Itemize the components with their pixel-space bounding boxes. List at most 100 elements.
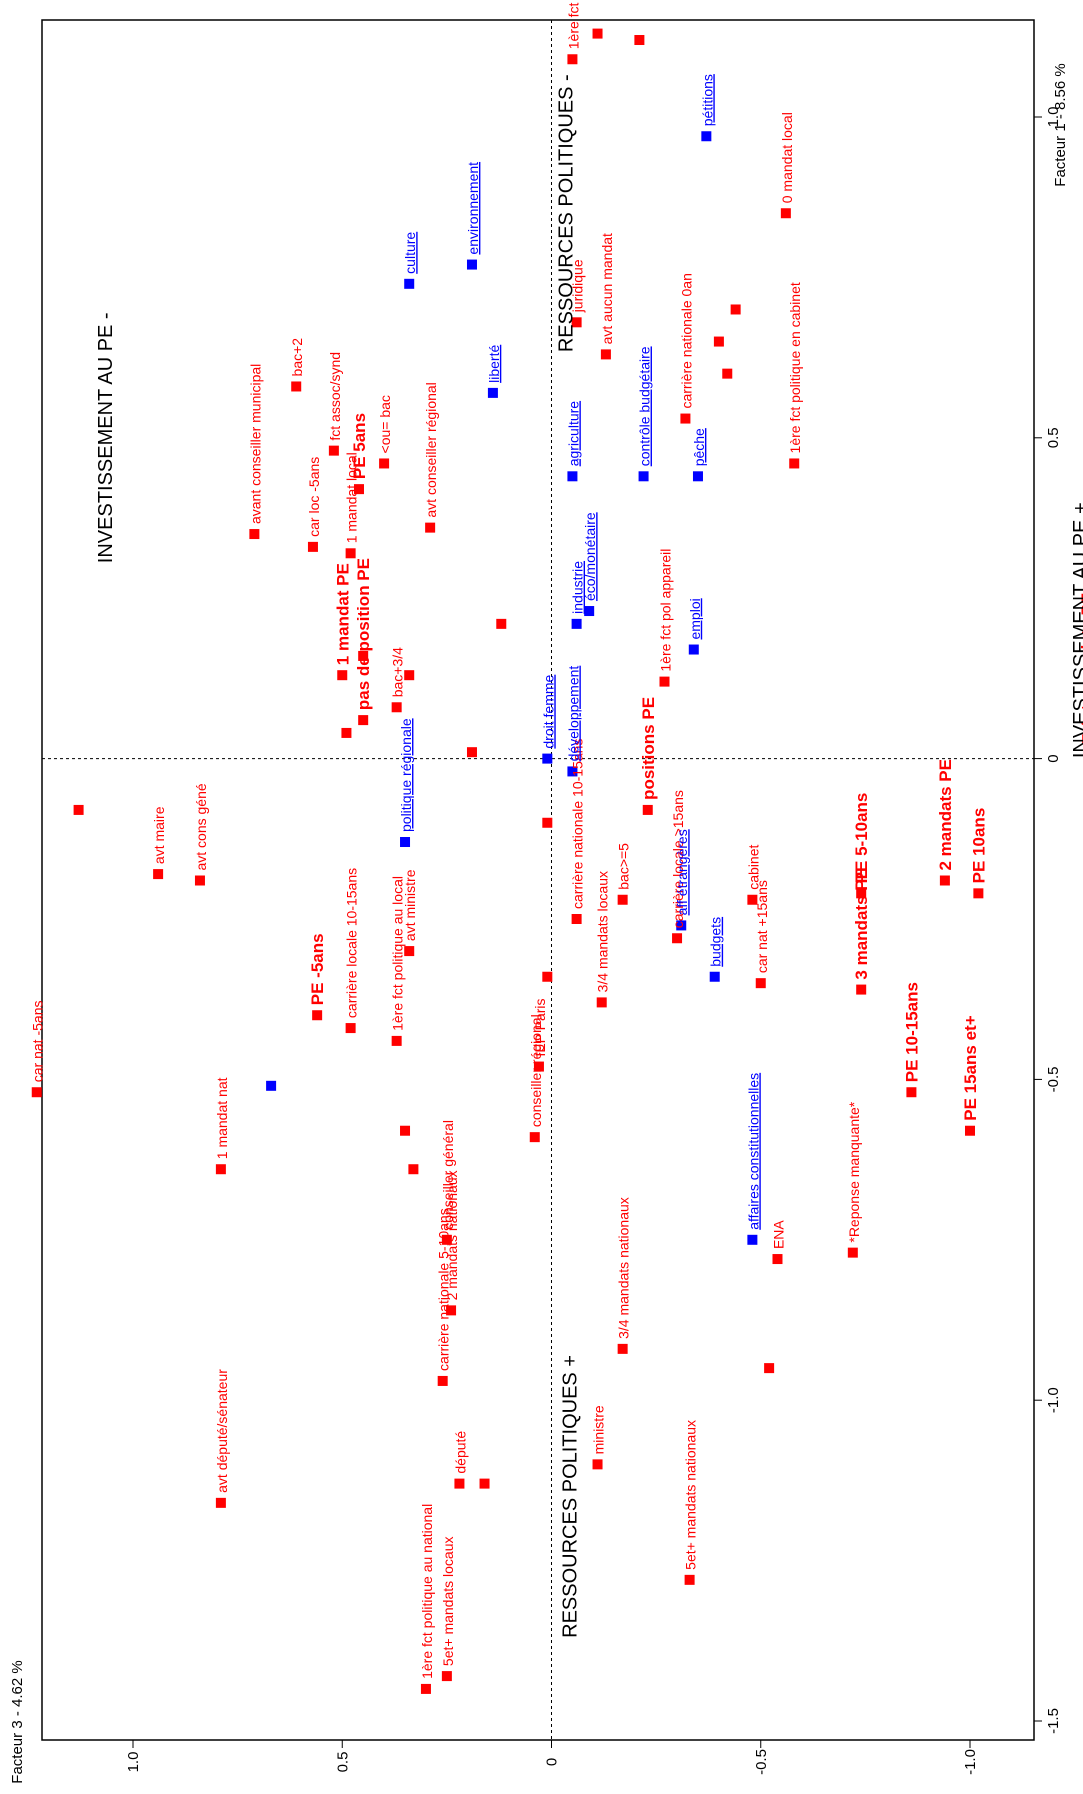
data-point <box>341 727 352 738</box>
data-point <box>680 413 691 424</box>
data-point <box>73 804 84 815</box>
data-point <box>420 1683 431 1694</box>
data-point <box>692 471 703 482</box>
data-label: carrière nationale 10-15ans <box>570 739 586 909</box>
data-label: 1 mandat PE <box>333 563 352 665</box>
data-point <box>596 997 607 1008</box>
data-label: 1ère fct pol appareil <box>657 549 673 672</box>
data-label: agriculture <box>565 401 581 467</box>
data-point <box>291 381 302 392</box>
data-point <box>400 1125 411 1136</box>
data-point <box>400 837 411 848</box>
y-axis-ticks: -1.0 -0.5 0 0.5 1.0 <box>125 1740 979 1775</box>
data-point <box>345 548 356 559</box>
data-point <box>194 875 205 886</box>
data-point <box>312 1010 323 1021</box>
data-label: <ou= bac <box>377 395 393 453</box>
data-point <box>404 278 415 289</box>
data-point <box>454 1478 465 1489</box>
data-label: IEP Paris <box>532 998 548 1056</box>
data-label: budgets <box>708 917 724 967</box>
data-label: PE 5ans <box>350 413 369 479</box>
data-label: industrie <box>570 561 586 614</box>
data-point <box>617 894 628 905</box>
data-point <box>542 971 553 982</box>
data-label: pêche <box>691 428 707 466</box>
data-point <box>939 875 950 886</box>
data-point <box>425 522 436 533</box>
data-point <box>466 259 477 270</box>
data-label: droit femme <box>540 674 556 748</box>
data-markers <box>31 28 1083 1694</box>
data-label: avt cons géné <box>193 783 209 870</box>
data-label: environnement <box>465 162 481 255</box>
data-label: développement <box>565 666 581 762</box>
data-point <box>642 804 653 815</box>
data-point <box>391 1035 402 1046</box>
data-point <box>337 670 348 681</box>
axis-annotation: INVESTISSEMENT AU PE - <box>95 312 117 563</box>
data-point <box>780 208 791 219</box>
data-label: 4et+ mandats PE <box>1078 593 1083 730</box>
data-point <box>215 1164 226 1175</box>
data-point <box>856 888 867 899</box>
data-point <box>672 933 683 944</box>
data-label: avant conseiller municipal <box>247 364 263 524</box>
data-label: bac+2 <box>289 338 305 377</box>
data-label: carrière nationale 0an <box>678 273 694 408</box>
data-label: fct assoc/synd <box>327 352 343 441</box>
data-point <box>437 1375 448 1386</box>
x-tick-label: 1.0 <box>1045 107 1062 128</box>
data-label: PE 15ans et+ <box>961 1015 980 1120</box>
y-tick-label: 0 <box>544 1758 561 1766</box>
data-point <box>659 676 670 687</box>
data-point <box>379 458 390 469</box>
data-label: cabinet <box>745 844 761 889</box>
data-point <box>584 606 595 617</box>
data-point <box>571 618 582 629</box>
data-label: PE 10-15ans <box>902 982 921 1082</box>
data-point <box>973 888 984 899</box>
data-point <box>404 670 415 681</box>
data-label: liberté <box>486 345 502 383</box>
x-axis-ticks: -1.5 -1.0 -0.5 0 0.5 1.0 <box>1034 107 1062 1734</box>
data-label: 5et+ mandats nationaux <box>683 1420 699 1570</box>
data-label: ENA <box>770 1220 786 1249</box>
data-label: PE 10ans <box>969 808 988 884</box>
data-point <box>701 131 712 142</box>
data-label: emploi <box>687 598 703 639</box>
data-label: *Reponse manquante* <box>846 1101 862 1242</box>
data-label: conseiller général <box>440 1120 456 1230</box>
data-point <box>358 715 369 726</box>
data-point <box>479 1478 490 1489</box>
data-label: bac>=5 <box>616 843 632 890</box>
data-point <box>353 484 364 495</box>
data-label: 3 mandats PE <box>852 868 871 980</box>
data-point <box>571 317 582 328</box>
data-point <box>542 753 553 764</box>
axis-annotations: INVESTISSEMENT AU PE - INVESTISSEMENT AU … <box>95 74 1083 1638</box>
data-label: avt conseiller régional <box>423 382 439 517</box>
data-point <box>709 971 720 982</box>
data-point <box>617 1343 628 1354</box>
axis-annotation: INVESTISSEMENT AU PE + <box>1070 502 1083 758</box>
data-label: ministre <box>591 1405 607 1454</box>
data-label: car nat -5ans <box>30 1001 46 1083</box>
y-tick-label: 0.5 <box>334 1752 351 1773</box>
data-point <box>496 618 507 629</box>
plot-frame <box>41 19 1035 1741</box>
data-label: car loc -5ans <box>306 457 322 537</box>
data-label: car nat +15ans <box>754 880 770 973</box>
data-label: juridique <box>570 259 586 313</box>
data-point <box>856 984 867 995</box>
data-point <box>713 336 724 347</box>
data-label: 2 mandats PE <box>936 759 955 871</box>
x-tick-label: -1.5 <box>1045 1708 1062 1734</box>
data-label: avt maire <box>151 806 167 864</box>
data-point <box>906 1087 917 1098</box>
data-label: avt aucun mandat <box>599 233 615 344</box>
data-label: avt ministre <box>402 869 418 941</box>
data-point <box>567 54 578 65</box>
data-label: carrière nationale 5-10ans <box>436 1208 452 1371</box>
